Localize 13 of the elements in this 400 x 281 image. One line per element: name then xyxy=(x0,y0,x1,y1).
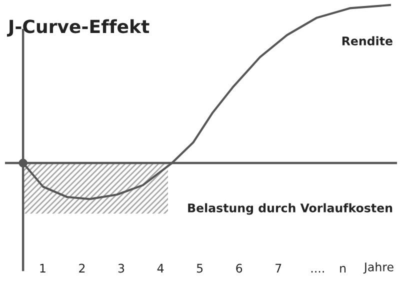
x-tick-label: 6 xyxy=(236,264,242,273)
text: J-Curve-Effekt xyxy=(6,19,150,37)
x-tick-label: 1 xyxy=(40,264,46,273)
x-tick-label: 3 xyxy=(118,264,124,273)
series-label: Belastung durch Vorlaufkosten xyxy=(188,203,392,215)
x-tick-label: 2 xyxy=(79,264,85,273)
x-tick-label: 4 xyxy=(157,264,164,273)
x-tick-label: 7 xyxy=(276,264,282,273)
x-tick-label: .... xyxy=(311,271,324,273)
x-tick-label: 5 xyxy=(196,264,203,273)
x-axis-title: Jahre xyxy=(363,262,394,274)
x-tick-label: n xyxy=(340,266,346,273)
text: Rendite xyxy=(342,36,392,46)
